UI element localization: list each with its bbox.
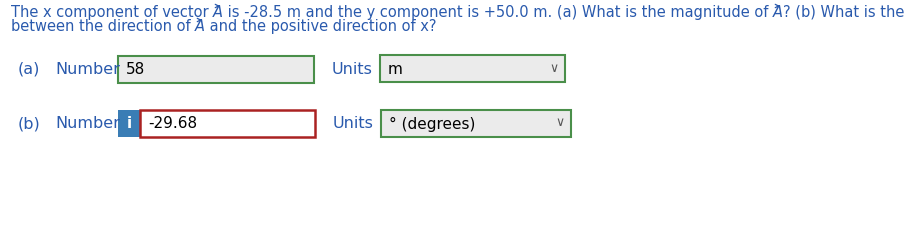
Text: The x component of vector: The x component of vector <box>11 5 213 20</box>
Text: Number: Number <box>55 117 120 131</box>
Text: is -28.5 m and the y component is +50.0 m. (a) What is the magnitude of: is -28.5 m and the y component is +50.0 … <box>223 5 774 20</box>
Text: ∨: ∨ <box>555 117 564 129</box>
Text: (b): (b) <box>18 117 41 131</box>
FancyBboxPatch shape <box>118 110 140 138</box>
Text: and the positive direction of x?: and the positive direction of x? <box>205 19 437 34</box>
Text: 58: 58 <box>126 62 145 77</box>
Text: m: m <box>388 62 403 77</box>
Text: Number: Number <box>55 62 120 77</box>
Text: (a): (a) <box>18 62 40 77</box>
Text: i: i <box>126 117 132 131</box>
Text: Units: Units <box>333 117 374 131</box>
Text: A: A <box>774 5 784 20</box>
FancyBboxPatch shape <box>140 110 315 138</box>
FancyBboxPatch shape <box>381 110 571 138</box>
Text: A: A <box>195 19 205 34</box>
FancyBboxPatch shape <box>118 56 314 83</box>
Text: ? (b) What is the angle: ? (b) What is the angle <box>784 5 908 20</box>
Text: ∨: ∨ <box>549 62 558 75</box>
Text: Units: Units <box>332 62 373 77</box>
Text: ° (degrees): ° (degrees) <box>389 117 476 131</box>
Text: between the direction of: between the direction of <box>11 19 195 34</box>
Text: -29.68: -29.68 <box>148 117 197 131</box>
FancyBboxPatch shape <box>380 56 565 82</box>
Text: A: A <box>213 5 223 20</box>
